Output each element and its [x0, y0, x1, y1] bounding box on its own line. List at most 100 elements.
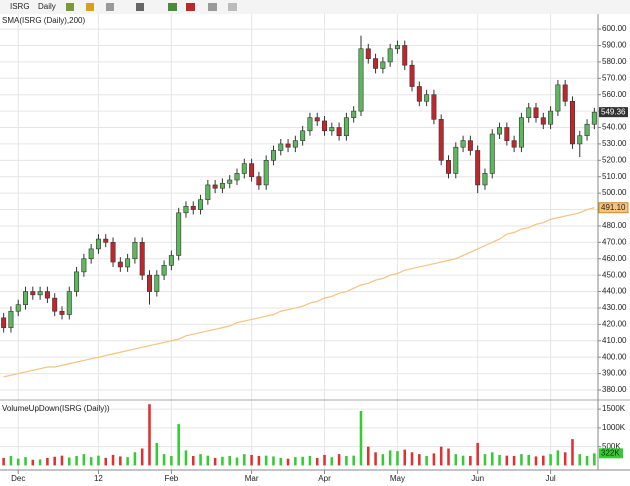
y-tick-label: 580.00	[602, 57, 627, 66]
candle-body	[300, 130, 306, 141]
x-tick-label: Dec	[11, 474, 25, 483]
volume-bar	[264, 455, 268, 466]
candle-body	[438, 119, 444, 161]
candle-body	[37, 291, 43, 296]
candle-body	[168, 255, 174, 266]
icon[interactable]	[106, 3, 114, 11]
x-tick-label: Apr	[318, 474, 331, 483]
x-tick-label: May	[390, 474, 405, 483]
last-price-box	[599, 107, 628, 118]
icon[interactable]	[208, 3, 217, 11]
candle-body	[256, 176, 262, 186]
y-tick-label: 470.00	[602, 237, 627, 246]
candle-body	[336, 127, 342, 137]
candle-body	[44, 291, 50, 299]
volume-bar	[31, 459, 35, 466]
volume-bar	[199, 454, 202, 466]
candle-body	[212, 184, 218, 189]
candle-body	[132, 242, 138, 260]
candle-body	[424, 94, 430, 102]
candle-body	[103, 238, 109, 243]
volume-bar	[330, 457, 334, 466]
volume-bar	[235, 457, 239, 466]
candle-body	[314, 117, 320, 122]
icon[interactable]	[66, 3, 74, 11]
volume-bar	[418, 454, 421, 466]
candle-body	[30, 291, 36, 296]
volume-bar	[257, 456, 261, 466]
toolbar-icons	[66, 3, 237, 11]
volume-bar	[75, 456, 78, 466]
icon[interactable]	[186, 3, 195, 11]
volume-bar	[2, 457, 5, 466]
y-tick-label: 460.00	[602, 254, 627, 263]
y-tick-label: 410.00	[602, 336, 627, 345]
volume-bar	[352, 455, 355, 466]
candle-body	[234, 173, 240, 181]
volume-bar	[425, 456, 428, 466]
y-tick-label: 590.00	[602, 41, 627, 50]
candle-body	[387, 48, 393, 63]
candle-body	[533, 107, 539, 118]
candle-body	[591, 111, 597, 125]
volume-bar	[170, 456, 173, 466]
candle-body	[402, 45, 408, 66]
volume-bar	[381, 454, 385, 466]
icon[interactable]	[228, 3, 237, 11]
candle-body	[52, 297, 58, 312]
volume-bar	[432, 453, 436, 466]
volume-bar	[140, 448, 144, 466]
volume-bar	[308, 456, 312, 466]
candle-body	[518, 117, 524, 148]
candle-body	[365, 48, 371, 59]
interval[interactable]: Daily	[38, 2, 56, 11]
icon[interactable]	[136, 3, 144, 11]
symbol[interactable]: ISRG	[10, 2, 30, 11]
y-tick-label: 380.00	[602, 385, 627, 394]
volume-bar	[272, 456, 275, 466]
candle-body	[183, 205, 189, 214]
icon[interactable]	[168, 3, 177, 11]
volume-bar	[24, 457, 27, 466]
candle-body	[219, 182, 225, 189]
volume-bar	[16, 458, 20, 466]
volume-bar	[213, 457, 217, 466]
volume-bar	[279, 457, 283, 466]
volume-bar	[461, 455, 465, 466]
candle-body	[453, 146, 459, 174]
volume-value-label: 322K	[601, 448, 620, 457]
candle-body	[23, 291, 29, 305]
volume-bar	[177, 424, 180, 466]
candle-body	[358, 48, 364, 112]
candle-body	[497, 127, 503, 135]
volume-bar	[476, 442, 479, 466]
candle-body	[278, 143, 284, 151]
volume-bar	[155, 442, 159, 466]
y-tick-label: 510.00	[602, 172, 627, 181]
candle-body	[88, 248, 94, 260]
y-tick-label: 530.00	[602, 139, 627, 148]
candle-body	[176, 212, 182, 256]
candle-body	[540, 117, 546, 125]
candle-body	[460, 140, 466, 148]
volume-bar	[119, 456, 122, 466]
candle-body	[329, 127, 335, 132]
candle-body	[431, 94, 437, 120]
candle-body	[373, 58, 379, 69]
volume-bar	[162, 454, 166, 466]
candle-body	[117, 261, 123, 268]
volume-bar	[221, 456, 224, 466]
y-tick-label: 560.00	[602, 90, 627, 99]
candle-body	[66, 291, 72, 315]
volume-bar	[89, 457, 93, 466]
volume-bar	[133, 452, 137, 466]
volume-bar	[410, 452, 414, 466]
volume-bar	[250, 454, 253, 466]
candle-body	[81, 258, 87, 273]
candle-body	[161, 265, 167, 276]
sma-value-label: 491.10	[601, 203, 626, 212]
icon[interactable]	[86, 3, 94, 11]
volume-bar	[549, 454, 552, 466]
volume-bar	[38, 459, 42, 466]
candle-body	[322, 120, 328, 132]
